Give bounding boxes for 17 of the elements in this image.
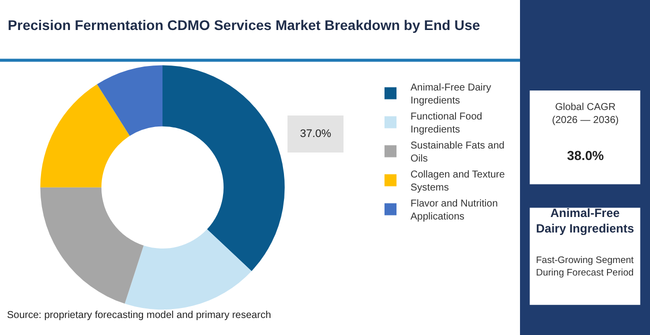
donut-slice [97, 65, 162, 136]
legend-label: Functional Food Ingredients [410, 112, 482, 136]
donut-slice [40, 84, 130, 188]
text: Global CAGR (2026 — 2036) [552, 102, 619, 126]
legend-label: Flavor and Nutrition Applications [410, 198, 498, 223]
source-note: Source: proprietary forecasting model and primary research [7, 310, 272, 321]
donut-slice [162, 65, 285, 272]
legend-label: Collagen and Texture Systems [410, 170, 506, 194]
data-label: 37.0% [300, 128, 332, 140]
donut-slice [40, 187, 144, 304]
text: 38.0% [567, 148, 604, 163]
legend-label: Animal-Free Dairy Ingredients [410, 82, 492, 107]
chart-title: Precision Fermentation CDMO Services Market Breakdown by End Use [8, 16, 480, 33]
text: Animal-Free Dairy Ingredients [536, 206, 634, 236]
text: Fast-Growing Segment During Forecast Period [536, 255, 634, 278]
legend-label: Sustainable Fats and Oils [410, 140, 504, 165]
donut-slice [124, 229, 252, 310]
